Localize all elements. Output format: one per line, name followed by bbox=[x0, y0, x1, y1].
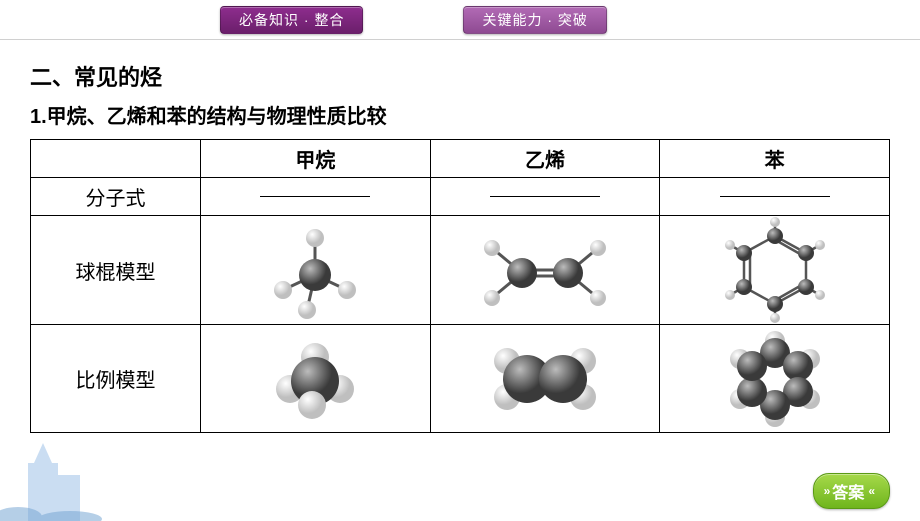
row-formula: 分子式 bbox=[31, 178, 890, 216]
row-label-spacefill: 比例模型 bbox=[31, 325, 201, 433]
formula-methane bbox=[201, 178, 431, 216]
col-methane: 甲烷 bbox=[201, 140, 431, 178]
tab-ability[interactable]: 关键能力 · 突破 bbox=[463, 6, 606, 34]
chevron-right-icon: » bbox=[824, 484, 829, 498]
spacefill-methane bbox=[201, 325, 431, 433]
ballstick-methane bbox=[201, 216, 431, 325]
blank-line bbox=[490, 196, 600, 197]
spacefill-benzene bbox=[660, 325, 890, 433]
table-corner bbox=[31, 140, 201, 178]
row-label-formula: 分子式 bbox=[31, 178, 201, 216]
tab-knowledge[interactable]: 必备知识 · 整合 bbox=[220, 6, 363, 34]
row-label-ballstick: 球棍模型 bbox=[31, 216, 201, 325]
col-benzene: 苯 bbox=[660, 140, 890, 178]
formula-benzene bbox=[660, 178, 890, 216]
row-ballstick: 球棍模型 bbox=[31, 216, 890, 325]
sub-title: 1.甲烷、乙烯和苯的结构与物理性质比较 bbox=[30, 100, 890, 129]
col-ethene: 乙烯 bbox=[430, 140, 660, 178]
formula-ethene bbox=[430, 178, 660, 216]
building-decoration-icon bbox=[0, 441, 140, 521]
row-spacefill: 比例模型 bbox=[31, 325, 890, 433]
ballstick-ethene bbox=[430, 216, 660, 325]
slide-content: 二、常见的烃 1.甲烷、乙烯和苯的结构与物理性质比较 甲烷 乙烯 苯 分子式 球… bbox=[0, 40, 920, 433]
ballstick-benzene bbox=[660, 216, 890, 325]
blank-line bbox=[720, 196, 830, 197]
chevron-left-icon: « bbox=[868, 484, 873, 498]
blank-line bbox=[260, 196, 370, 197]
answer-button[interactable]: » 答案 « bbox=[813, 473, 890, 509]
top-nav: 必备知识 · 整合 关键能力 · 突破 bbox=[0, 0, 920, 40]
section-title: 二、常见的烃 bbox=[30, 60, 890, 92]
answer-button-label: 答案 bbox=[832, 479, 864, 503]
comparison-table: 甲烷 乙烯 苯 分子式 球棍模型 bbox=[30, 139, 890, 433]
table-header-row: 甲烷 乙烯 苯 bbox=[31, 140, 890, 178]
spacefill-ethene bbox=[430, 325, 660, 433]
